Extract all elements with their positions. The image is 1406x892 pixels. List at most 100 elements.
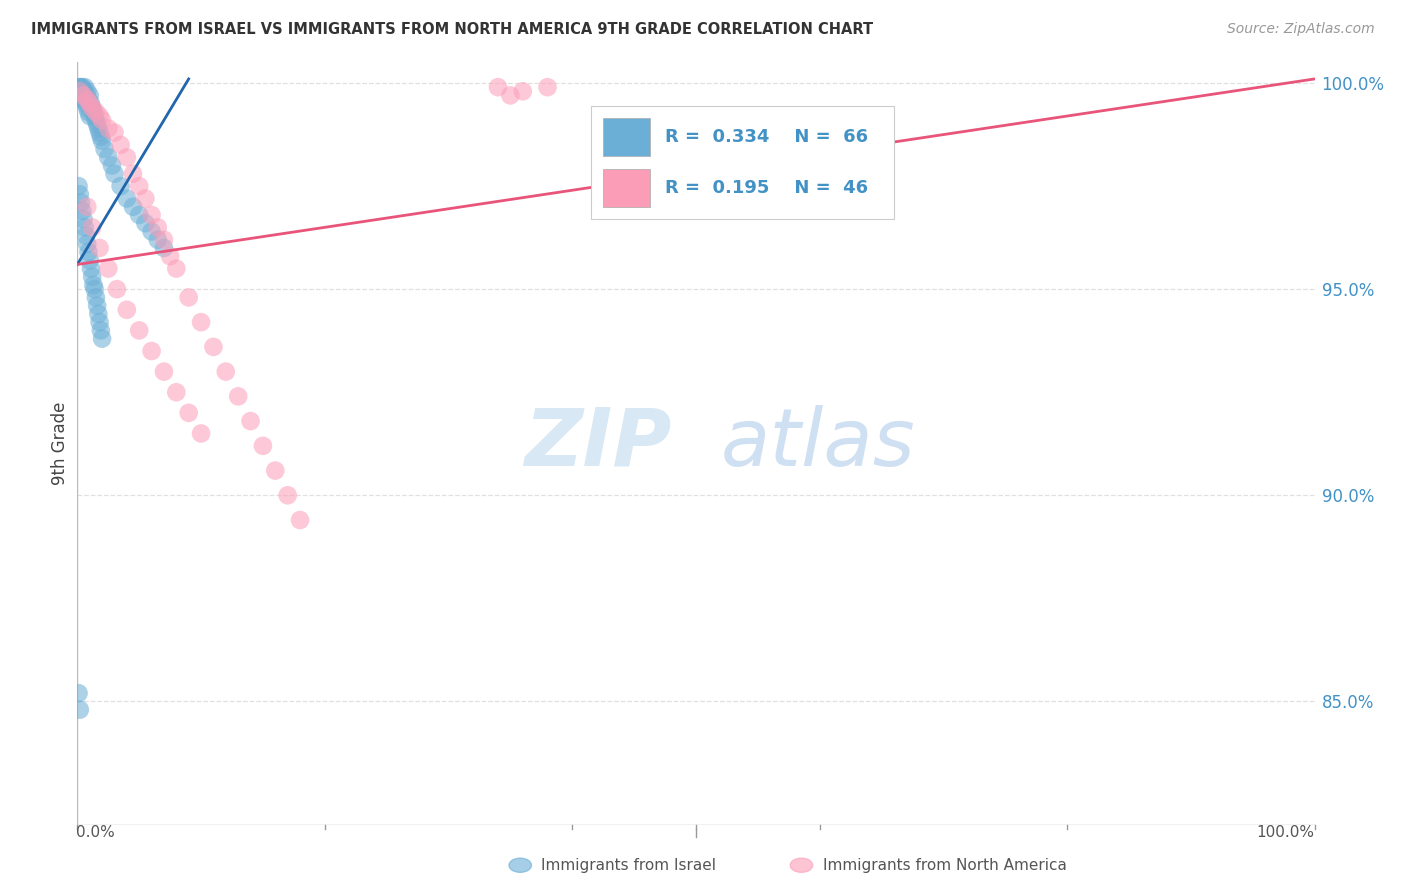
Point (72, 84, 94, 98)
Point (87, 307, 110, 321)
Point (165, 385, 187, 400)
Point (86, 117, 108, 131)
Point (76, 84, 98, 98)
Point (84, 104, 107, 119)
Text: Immigrants from North America: Immigrants from North America (823, 858, 1066, 872)
Point (70, 195, 93, 210)
Point (153, 241, 176, 255)
Point (90, 323, 112, 337)
Point (134, 216, 156, 230)
Point (67, 686, 90, 700)
Point (73, 93, 96, 107)
Point (91, 113, 114, 128)
Point (141, 208, 163, 222)
Point (82, 101, 104, 115)
Point (512, 84, 534, 98)
Point (69, 80, 91, 95)
Point (499, 88, 522, 103)
Point (89, 126, 111, 140)
Point (153, 233, 176, 247)
Point (101, 159, 124, 173)
Point (190, 426, 212, 441)
Point (134, 192, 156, 206)
Point (79, 96, 101, 111)
Point (165, 261, 187, 276)
Point (89, 241, 111, 255)
Point (82, 104, 104, 119)
Point (146, 220, 169, 235)
Point (80, 261, 103, 276)
Point (115, 192, 138, 206)
Point (190, 315, 212, 329)
Point (115, 302, 138, 317)
Point (122, 167, 145, 181)
Point (110, 137, 132, 152)
Point (70, 80, 93, 95)
Point (67, 179, 90, 194)
Point (153, 365, 176, 379)
Point (91, 332, 114, 346)
Point (486, 80, 509, 95)
Text: R =  0.334    N =  66: R = 0.334 N = 66 (665, 128, 868, 146)
Point (80, 96, 103, 111)
Text: atlas: atlas (721, 405, 915, 483)
Point (97, 150, 120, 164)
Point (202, 340, 225, 354)
Point (69, 703, 91, 717)
Point (122, 200, 145, 214)
Point (73, 88, 96, 103)
Point (89, 109, 111, 123)
Point (105, 282, 128, 296)
Point (128, 179, 150, 194)
Point (110, 179, 132, 194)
Point (103, 126, 125, 140)
Point (72, 203, 94, 218)
Point (239, 414, 262, 428)
FancyBboxPatch shape (603, 118, 650, 156)
Point (72, 93, 94, 107)
Point (91, 134, 114, 148)
Point (73, 220, 96, 235)
Text: Source: ZipAtlas.com: Source: ZipAtlas.com (1227, 22, 1375, 37)
Point (141, 224, 163, 238)
Point (264, 464, 287, 478)
Point (76, 101, 98, 115)
FancyBboxPatch shape (591, 106, 894, 219)
Point (87, 121, 110, 136)
Point (128, 323, 150, 337)
Text: IMMIGRANTS FROM ISRAEL VS IMMIGRANTS FROM NORTH AMERICA 9TH GRADE CORRELATION CH: IMMIGRANTS FROM ISRAEL VS IMMIGRANTS FRO… (31, 22, 873, 37)
Point (77, 104, 100, 119)
Text: R =  0.195    N =  46: R = 0.195 N = 46 (665, 179, 868, 197)
Point (141, 344, 163, 359)
Point (277, 488, 299, 502)
Text: Immigrants from Israel: Immigrants from Israel (541, 858, 716, 872)
Point (82, 220, 104, 235)
Point (252, 439, 274, 453)
Point (86, 299, 108, 313)
Point (75, 88, 97, 103)
Point (72, 80, 94, 95)
Point (288, 513, 311, 527)
Point (84, 113, 107, 128)
Point (226, 389, 249, 403)
Point (90, 129, 112, 144)
Point (97, 121, 120, 136)
Point (103, 167, 125, 181)
Point (72, 88, 94, 103)
Point (72, 84, 94, 98)
Point (82, 269, 104, 284)
Point (77, 93, 100, 107)
Point (82, 278, 104, 293)
Point (72, 88, 94, 103)
Point (67, 80, 90, 95)
Text: 100.0%: 100.0% (1257, 825, 1315, 840)
Point (75, 228, 97, 243)
Point (76, 93, 98, 107)
Point (128, 208, 150, 222)
Point (84, 290, 107, 304)
Point (69, 187, 91, 202)
Point (72, 84, 94, 98)
Point (76, 236, 98, 251)
Point (75, 96, 97, 111)
Point (89, 315, 111, 329)
